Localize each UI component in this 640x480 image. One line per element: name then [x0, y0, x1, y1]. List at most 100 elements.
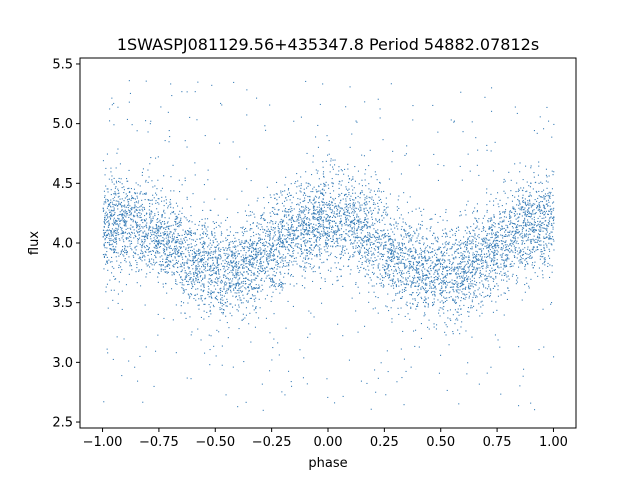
data-point	[269, 233, 271, 235]
data-point	[468, 255, 470, 257]
data-point	[297, 198, 299, 200]
data-point	[160, 190, 162, 192]
data-point	[160, 242, 162, 244]
data-point	[379, 221, 381, 223]
data-point	[471, 299, 473, 301]
data-point	[143, 207, 145, 209]
data-point	[376, 231, 378, 233]
data-point	[137, 232, 139, 234]
data-point	[425, 302, 427, 304]
data-point	[150, 250, 152, 252]
data-point	[158, 226, 160, 228]
data-point	[306, 206, 308, 208]
data-point	[334, 222, 336, 224]
data-point	[467, 286, 469, 288]
data-point	[314, 235, 316, 237]
data-point	[231, 265, 233, 267]
data-point	[356, 228, 358, 230]
data-point	[229, 271, 231, 273]
data-point	[218, 247, 220, 249]
data-point	[533, 224, 535, 226]
data-point	[305, 255, 307, 257]
data-point	[386, 260, 388, 262]
data-point	[373, 243, 375, 245]
data-point	[403, 272, 405, 274]
data-point	[522, 194, 524, 196]
data-point	[254, 254, 256, 256]
data-point	[392, 231, 394, 233]
data-point	[507, 275, 509, 277]
data-point	[381, 235, 383, 237]
data-point	[546, 229, 548, 231]
data-point	[134, 198, 136, 200]
data-point	[518, 247, 520, 249]
data-point	[325, 233, 327, 235]
data-point	[339, 207, 341, 209]
data-point	[522, 240, 524, 242]
data-point	[391, 258, 393, 260]
data-point	[256, 225, 258, 227]
data-point	[242, 275, 244, 277]
data-point	[408, 272, 410, 274]
data-point	[126, 238, 128, 240]
data-point	[111, 235, 113, 237]
data-point	[455, 282, 457, 284]
data-point	[291, 202, 293, 204]
data-point	[226, 239, 228, 241]
data-point	[139, 226, 141, 228]
data-point	[478, 303, 480, 305]
data-point	[127, 204, 129, 206]
data-point	[226, 301, 228, 303]
data-point	[543, 217, 545, 219]
data-point	[209, 257, 211, 259]
data-point	[130, 265, 132, 267]
data-point	[105, 230, 107, 232]
data-point	[473, 305, 475, 307]
data-point	[300, 183, 302, 185]
data-point	[456, 311, 458, 313]
data-point	[546, 231, 548, 233]
data-point	[237, 250, 239, 252]
data-point	[486, 233, 488, 235]
data-point	[163, 244, 165, 246]
data-point	[412, 282, 414, 284]
data-point	[490, 218, 492, 220]
data-point	[240, 290, 242, 292]
data-point	[539, 215, 541, 217]
data-point	[461, 280, 463, 282]
data-point	[541, 256, 543, 258]
data-point	[425, 246, 427, 248]
data-point	[118, 201, 120, 203]
data-point	[204, 242, 206, 244]
data-point	[109, 203, 111, 205]
data-point	[458, 314, 460, 316]
data-point	[131, 218, 133, 220]
data-point	[224, 266, 226, 268]
data-point	[272, 280, 274, 282]
data-point	[414, 285, 416, 287]
data-point	[208, 257, 210, 259]
data-point	[108, 229, 110, 231]
data-point	[255, 297, 257, 299]
data-point	[124, 215, 126, 217]
data-point	[350, 242, 352, 244]
data-point	[528, 195, 530, 197]
data-point	[303, 220, 305, 222]
data-point	[319, 237, 321, 239]
data-point	[551, 170, 553, 172]
data-point	[460, 275, 462, 277]
data-point	[424, 283, 426, 285]
data-point	[442, 271, 444, 273]
data-point	[304, 241, 306, 243]
data-point	[141, 174, 143, 176]
data-point	[268, 277, 270, 279]
data-point	[380, 244, 382, 246]
data-point	[251, 247, 253, 249]
data-point	[235, 295, 237, 297]
data-point	[302, 211, 304, 213]
data-point	[229, 285, 231, 287]
data-point	[169, 247, 171, 249]
data-point	[119, 220, 121, 222]
data-point	[216, 329, 218, 331]
data-point	[197, 266, 199, 268]
